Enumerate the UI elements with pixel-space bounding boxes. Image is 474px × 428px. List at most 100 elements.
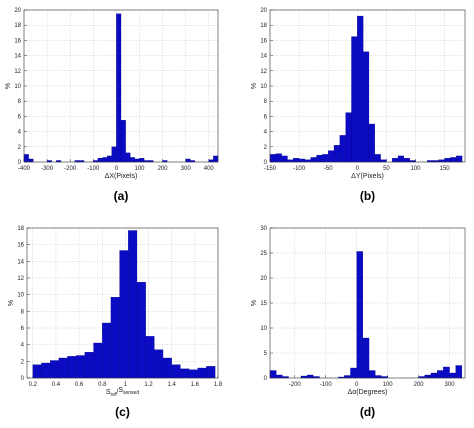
x-tick-label: -150 xyxy=(264,166,277,172)
bar xyxy=(436,370,444,379)
x-tick-label: -100 xyxy=(293,166,306,172)
y-tick-label: 12 xyxy=(14,69,21,75)
bar xyxy=(276,374,283,379)
x-tick-label: -300 xyxy=(41,166,54,172)
bar xyxy=(213,155,219,163)
bar xyxy=(392,158,399,163)
bar xyxy=(208,159,214,163)
bar xyxy=(368,123,375,163)
x-tick-label: 400 xyxy=(204,166,215,172)
y-tick-label: 15 xyxy=(260,301,267,307)
y-tick-label: 2 xyxy=(21,359,25,365)
y-tick-label: 18 xyxy=(14,23,21,29)
bar xyxy=(443,366,450,379)
bar xyxy=(102,322,112,379)
bar xyxy=(356,251,364,379)
y-tick-label: 12 xyxy=(17,276,24,282)
axes-box xyxy=(23,9,219,163)
bar xyxy=(23,154,29,163)
x-tick-label: -50 xyxy=(324,166,333,172)
bar xyxy=(455,365,463,379)
x-tick-label: 100 xyxy=(134,166,145,172)
x-axis-label-part: ref xyxy=(111,392,117,398)
x-axis-label-part: S xyxy=(106,389,111,396)
bar xyxy=(322,154,329,163)
x-axis-label: ΔX(Pixels) xyxy=(105,173,138,180)
bar xyxy=(275,153,282,163)
bar xyxy=(180,368,190,379)
y-tick-label: 0 xyxy=(264,160,268,166)
bar xyxy=(328,150,335,163)
bar xyxy=(350,367,357,379)
x-tick-label: 1.8 xyxy=(214,382,223,388)
panel-caption: (a) xyxy=(114,189,129,203)
y-tick-label: 6 xyxy=(264,114,268,120)
bar xyxy=(362,51,370,163)
bar xyxy=(281,155,288,163)
y-tick-label: 16 xyxy=(17,243,24,249)
bar xyxy=(345,112,352,163)
x-tick-label: 1.6 xyxy=(191,382,200,388)
x-tick-label: 1.2 xyxy=(144,382,153,388)
bar xyxy=(375,375,382,379)
x-axis-label-part: sensed xyxy=(123,390,139,396)
bar xyxy=(50,360,59,379)
bar xyxy=(106,155,112,163)
x-tick-label: 100 xyxy=(383,382,394,388)
bar xyxy=(162,357,172,379)
bar xyxy=(357,15,364,163)
x-tick-label: 0 xyxy=(355,382,359,388)
bar xyxy=(110,297,120,379)
y-tick-label: 20 xyxy=(260,8,267,14)
x-axis-label: Δα(Degrees) xyxy=(348,389,388,396)
y-tick-label: 12 xyxy=(260,69,267,75)
y-tick-label: 0 xyxy=(21,376,25,382)
bar xyxy=(449,372,456,379)
y-tick-label: 6 xyxy=(18,114,22,120)
y-tick-label: 4 xyxy=(18,130,22,136)
y-tick-label: 4 xyxy=(264,130,268,136)
bar xyxy=(120,120,126,163)
bar xyxy=(380,159,387,163)
y-axis-label: % xyxy=(251,300,258,306)
x-tick-label: 200 xyxy=(414,382,425,388)
y-tick-label: 16 xyxy=(14,38,21,44)
bar xyxy=(351,36,358,163)
bar xyxy=(304,159,311,163)
bar xyxy=(368,370,376,379)
x-tick-label: 300 xyxy=(181,166,192,172)
bar xyxy=(316,155,323,163)
y-tick-label: 20 xyxy=(14,8,21,14)
bar xyxy=(171,364,181,379)
y-tick-label: 14 xyxy=(17,259,24,265)
y-tick-label: 18 xyxy=(260,23,267,29)
y-tick-label: 14 xyxy=(260,54,267,60)
bar xyxy=(134,158,140,163)
x-tick-label: 0.8 xyxy=(98,382,107,388)
x-tick-label: -100 xyxy=(87,166,100,172)
bar xyxy=(339,135,346,163)
bar xyxy=(76,355,86,379)
bar xyxy=(32,364,42,379)
y-tick-label: 14 xyxy=(14,54,21,60)
y-tick-label: 4 xyxy=(21,343,25,349)
bar xyxy=(41,362,51,379)
panel-caption: (b) xyxy=(360,189,375,203)
bar xyxy=(116,13,122,163)
panel-caption: (c) xyxy=(115,405,130,419)
bar xyxy=(206,366,216,379)
x-tick-label: -200 xyxy=(289,382,302,388)
bar xyxy=(67,356,77,379)
bar xyxy=(344,375,351,379)
x-tick-label: -400 xyxy=(18,166,31,172)
x-axis-label: ΔY(Pixels) xyxy=(351,173,384,180)
bar xyxy=(310,157,317,163)
bar xyxy=(84,352,94,379)
bar xyxy=(197,367,207,379)
y-tick-label: 8 xyxy=(18,99,22,105)
x-tick-label: 0.6 xyxy=(75,382,84,388)
bar xyxy=(374,154,381,163)
bar xyxy=(188,369,198,379)
y-axis-label: % xyxy=(251,83,258,89)
